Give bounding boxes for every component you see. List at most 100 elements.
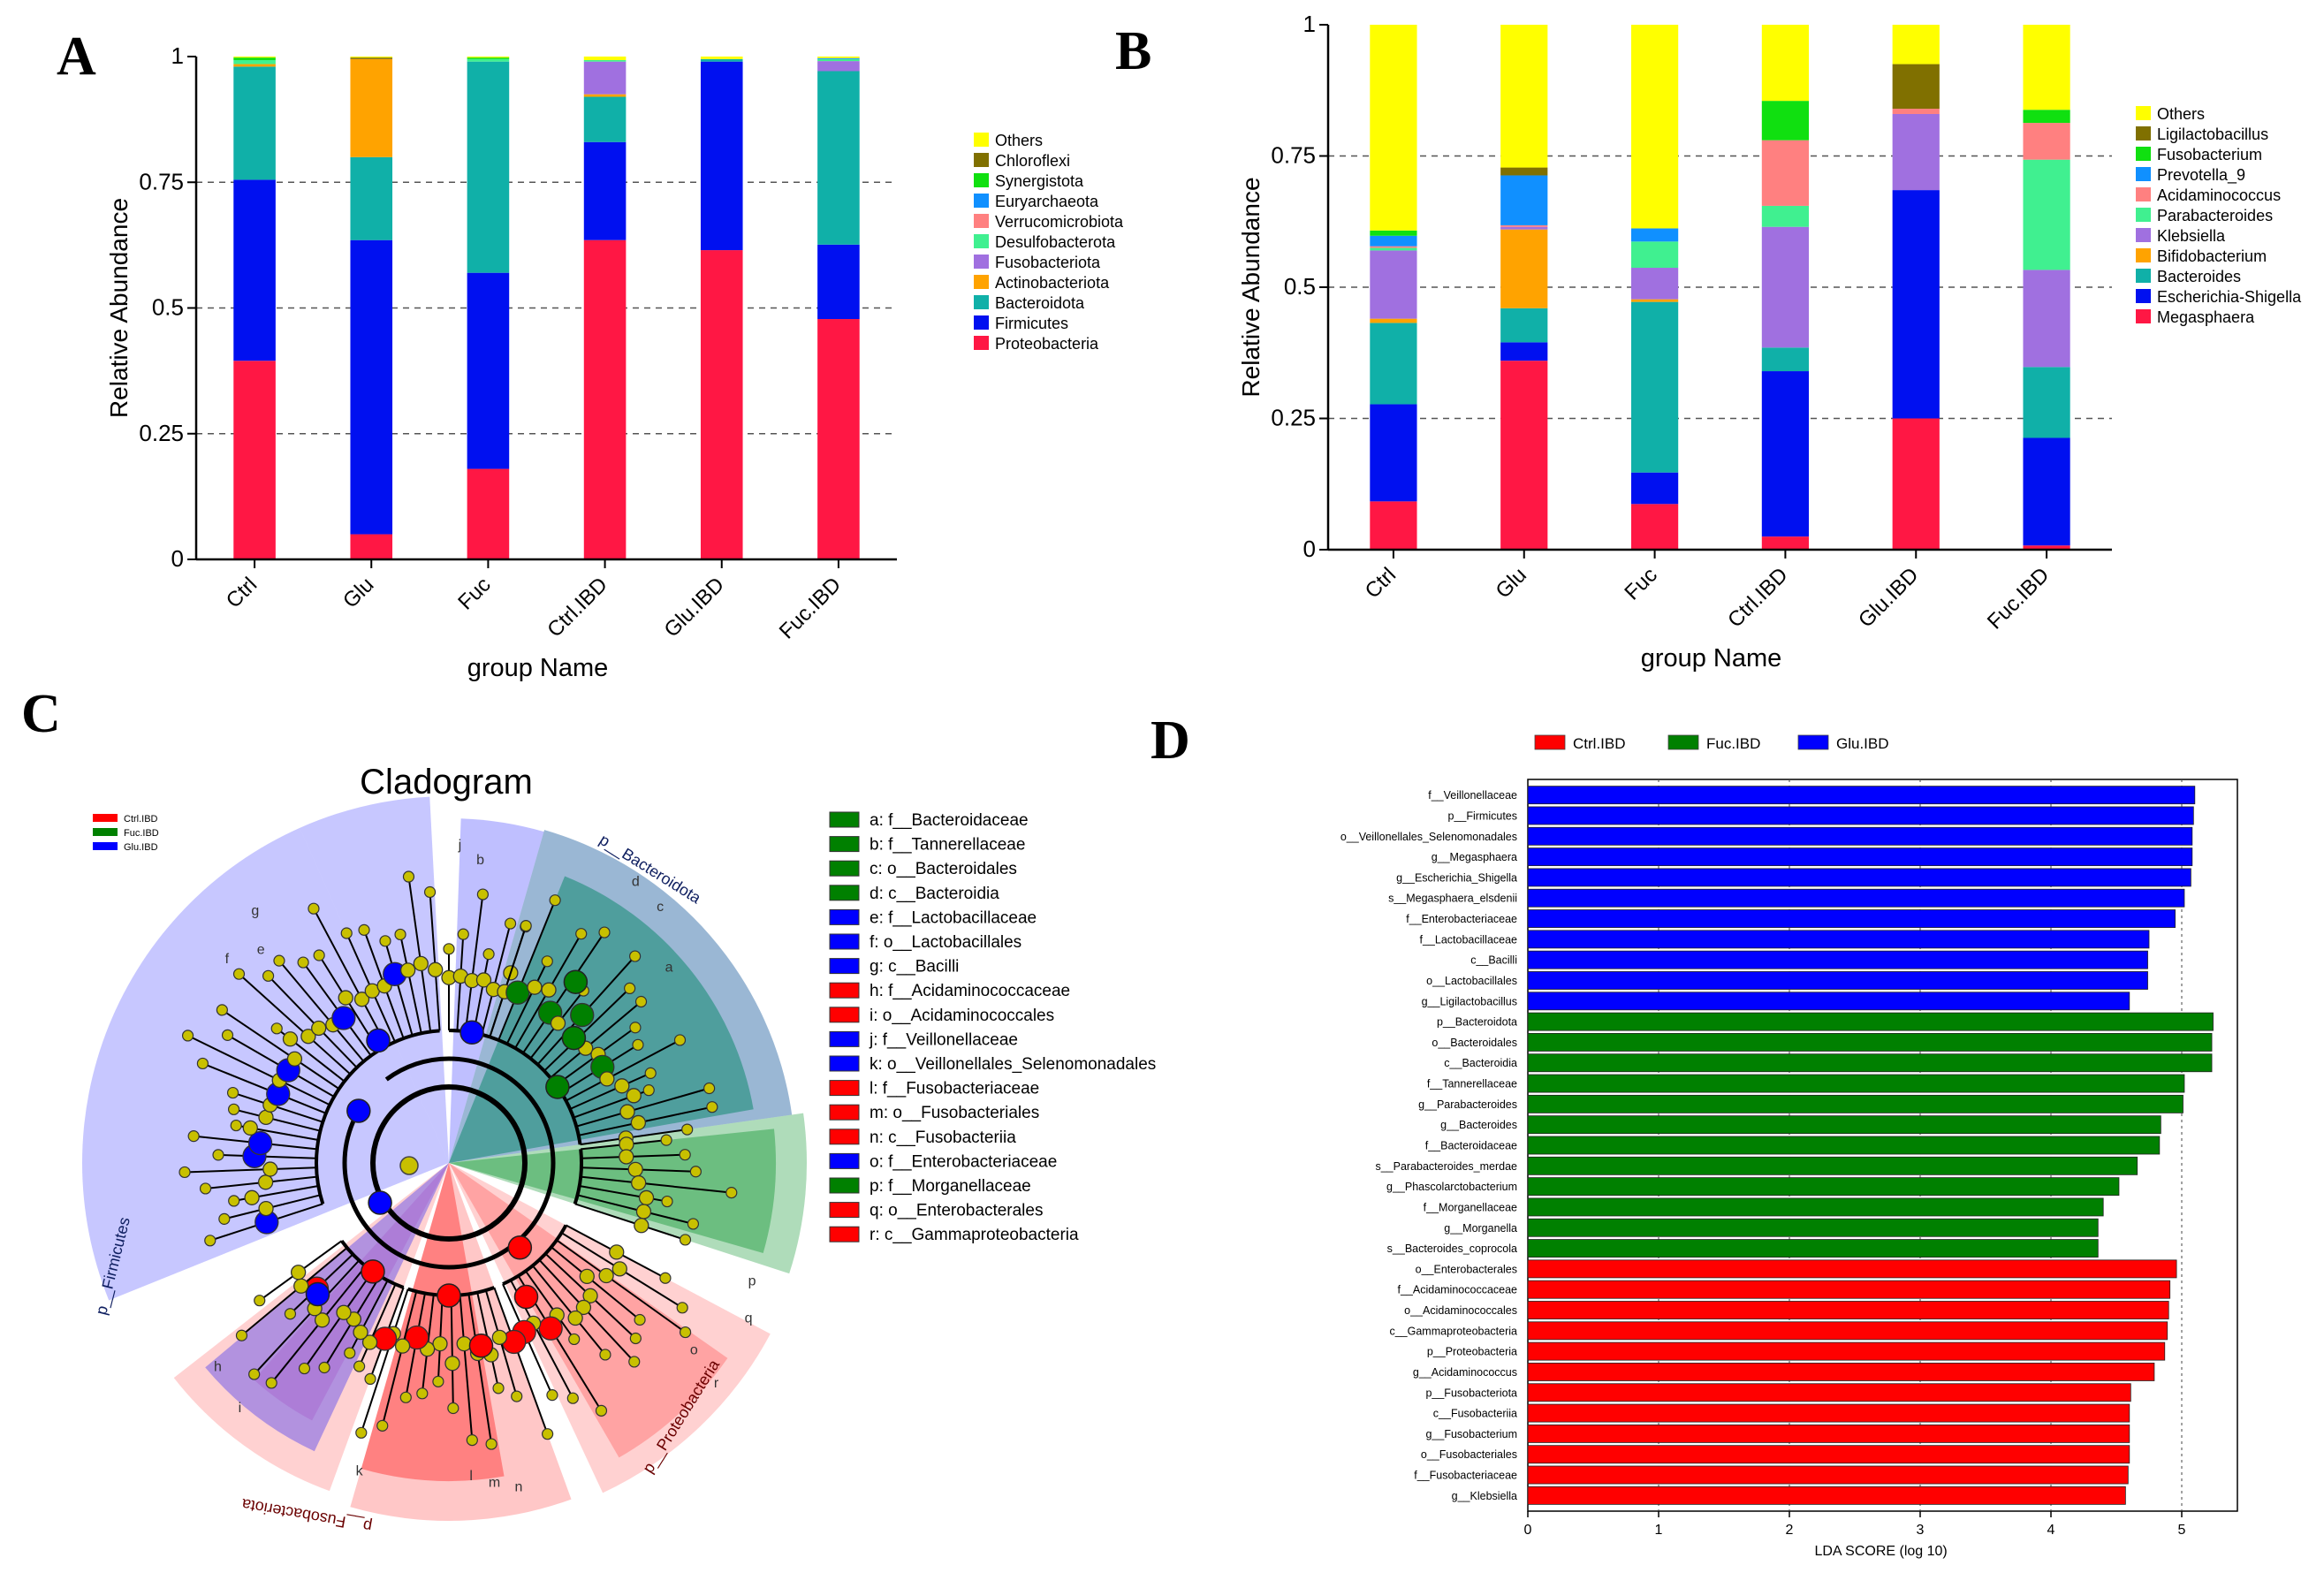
panel-letter-b: B bbox=[1115, 21, 1151, 81]
tree-branch-arc bbox=[573, 1149, 583, 1204]
lda-bar-label: p__Fusobacteriota bbox=[1425, 1387, 1517, 1399]
y-axis-label: Relative Abundance bbox=[1237, 177, 1265, 397]
bar-ctrl-bacteroides bbox=[1370, 323, 1417, 405]
tree-leaf bbox=[642, 1084, 655, 1097]
bar-glu-ibd-acidaminococcus bbox=[1892, 109, 1940, 114]
tree-node bbox=[575, 1299, 592, 1316]
tree-leaf bbox=[447, 1402, 459, 1415]
tree-leaf bbox=[660, 1134, 672, 1146]
tree-leaf bbox=[399, 1391, 412, 1403]
veillonellales-region bbox=[205, 1163, 449, 1452]
legend-swatch-escherichia-shigella bbox=[2136, 289, 2151, 303]
tree-leaf bbox=[466, 1434, 478, 1447]
lda-bar-g-ligilactobacillus bbox=[1527, 992, 2130, 1011]
tree-leaf bbox=[344, 1347, 356, 1359]
lda-bar-g-bacteroides bbox=[1527, 1115, 2161, 1135]
tree-node bbox=[619, 1149, 634, 1165]
lda-x-tick-label: 3 bbox=[1917, 1523, 1925, 1538]
tree-branch bbox=[221, 1009, 340, 1090]
tree-leaf bbox=[432, 1375, 444, 1387]
clado-key-swatch bbox=[829, 958, 860, 975]
tree-leaf bbox=[511, 1390, 523, 1402]
tree-leaf bbox=[270, 1022, 283, 1035]
bar-ctrl-desulfobacterota bbox=[233, 59, 276, 65]
tree-class-ring bbox=[342, 1056, 556, 1270]
tree-leaf bbox=[673, 1034, 687, 1046]
tree-branch bbox=[467, 1294, 493, 1445]
lda-bar-f-fusobacteriaceae bbox=[1527, 1465, 2129, 1485]
legend-swatch-ligilactobacillus bbox=[2136, 126, 2151, 141]
lda-bar-label: o__Enterobacterales bbox=[1416, 1263, 1517, 1275]
tree-leaf bbox=[598, 926, 611, 938]
tree-leaf bbox=[262, 969, 275, 982]
tree-branch bbox=[184, 1166, 317, 1174]
panel-letter-a: A bbox=[57, 27, 96, 87]
tree-node-glu bbox=[368, 1190, 392, 1215]
legend-label-parabacteroides: Parabacteroides bbox=[2157, 207, 2273, 224]
tree-branch bbox=[574, 1203, 686, 1241]
tree-node-glu bbox=[305, 1281, 330, 1307]
tree-leaf bbox=[187, 1130, 200, 1143]
x-tick-label: Fuc bbox=[453, 573, 495, 614]
lda-x-tick-label: 0 bbox=[1524, 1523, 1532, 1538]
tree-node bbox=[353, 992, 370, 1007]
tree-leaf bbox=[629, 1022, 642, 1034]
legend-label-acidaminococcus: Acidaminococcus bbox=[2157, 186, 2281, 204]
panel-letter-d: D bbox=[1151, 711, 1190, 771]
tree-leaf bbox=[199, 1182, 212, 1195]
bar-ctrl-ibd-acidaminococcus bbox=[1761, 140, 1810, 206]
tree-leaf bbox=[549, 894, 561, 907]
legend-swatch-klebsiella bbox=[2136, 228, 2151, 242]
bar-ctrl-ibd-others bbox=[583, 57, 627, 60]
tree-branch bbox=[399, 934, 422, 1034]
x-tick-label: Glu bbox=[1491, 563, 1531, 604]
y-tick-label: 0.75 bbox=[139, 168, 184, 194]
lda-bar-label: g__Ligilactobacillus bbox=[1422, 995, 1517, 1007]
clade-letter-q: q bbox=[745, 1311, 753, 1326]
tree-leaf bbox=[599, 1349, 611, 1361]
lda-bar-p-firmicutes bbox=[1527, 806, 2194, 825]
tree-node bbox=[394, 1338, 411, 1354]
lda-bar-label: o__Veillonellales_Selenomonadales bbox=[1340, 831, 1517, 843]
tree-leaf bbox=[541, 955, 553, 968]
lda-bar-g-klebsiella bbox=[1527, 1486, 2126, 1505]
tree-leaf bbox=[629, 950, 642, 962]
clado-legend-label-glu-ibd: Glu.IBD bbox=[124, 842, 158, 853]
bar-fuc-prevotella-9 bbox=[1630, 228, 1679, 242]
tree-branch bbox=[202, 1062, 327, 1114]
clado-key-swatch bbox=[829, 811, 860, 828]
tree-node bbox=[413, 955, 429, 972]
tree-branch bbox=[581, 1175, 732, 1194]
lda-bar-label: p__Bacteroidota bbox=[1437, 1016, 1517, 1029]
clado-legend-swatch-ctrl-ibd bbox=[93, 814, 118, 822]
bar-fuc-bacteroides bbox=[1630, 301, 1679, 473]
firmicutes-region-upper bbox=[300, 796, 449, 1163]
legend-swatch-fusobacterium bbox=[2136, 147, 2151, 161]
cladogram-title: Cladogram bbox=[360, 763, 533, 802]
tree-node bbox=[336, 1304, 352, 1320]
legend-swatch-verrucomicrobiota bbox=[974, 214, 989, 228]
lda-bar-label: g__Escherichia_Shigella bbox=[1396, 871, 1517, 884]
bar-glu-bacteroides bbox=[1500, 308, 1548, 343]
tree-node bbox=[627, 1161, 643, 1178]
tree-node bbox=[456, 1335, 472, 1352]
lda-bar-label: c__Gammaproteobacteria bbox=[1389, 1325, 1517, 1337]
lda-bar-label: g__Fusobacterium bbox=[1425, 1428, 1517, 1440]
bar-ctrl-megasphaera bbox=[1370, 501, 1417, 550]
bar-fuc-firmicutes bbox=[467, 272, 510, 469]
lda-bar-g-escherichia-shigella bbox=[1527, 868, 2191, 887]
tree-branch bbox=[348, 1280, 389, 1354]
lda-x-tick-label: 1 bbox=[1655, 1523, 1663, 1538]
bar-ctrl-ibd-proteobacteria bbox=[583, 239, 627, 559]
legend-swatch-euryarchaeota bbox=[974, 194, 989, 208]
tree-node bbox=[570, 1002, 595, 1028]
bar-fuc-ibd-bacteroides bbox=[2023, 367, 2070, 438]
tree-leaf bbox=[178, 1166, 191, 1179]
legend-swatch-parabacteroides bbox=[2136, 208, 2151, 222]
clado-key-swatch bbox=[829, 1104, 860, 1121]
tree-node-ctrl bbox=[437, 1283, 461, 1308]
lda-bar-label: f__Enterobacteriaceae bbox=[1406, 913, 1517, 925]
bar-ctrl-ibd-firmicutes bbox=[583, 141, 627, 240]
lda-bar-f-morganellaceae bbox=[1527, 1197, 2104, 1217]
bar-ctrl-others bbox=[1370, 25, 1417, 231]
